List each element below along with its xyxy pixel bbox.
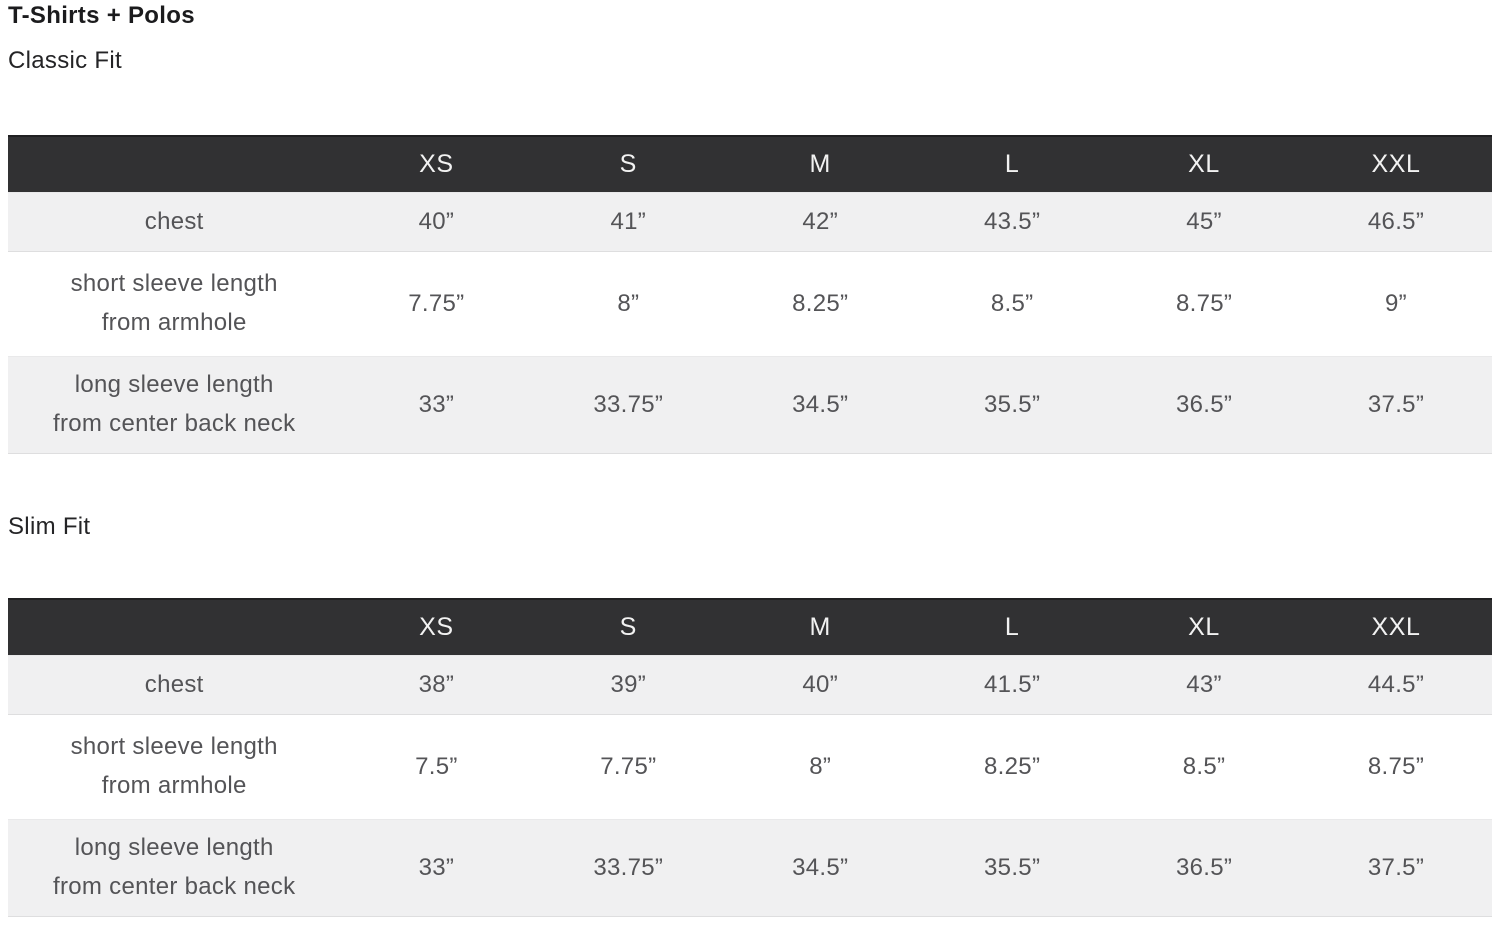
size-header-m: M — [724, 598, 917, 655]
table-row-chest: chest 38” 39” 40” 41.5” 43” 44.5” — [8, 655, 1492, 718]
size-chart-page: T-Shirts + Polos Classic Fit XS S M L XL… — [8, 2, 1492, 920]
size-header-xxl: XXL — [1300, 135, 1492, 192]
table-row-long-sleeve: long sleeve length from center back neck … — [8, 356, 1492, 457]
size-value-cell: 7.75” — [532, 718, 725, 819]
row-label-line: from center back neck — [53, 410, 296, 437]
row-label-line: from center back neck — [53, 873, 296, 900]
size-value-cell: 35.5” — [916, 819, 1109, 920]
row-label-line: chest — [144, 670, 204, 698]
size-value-cell: 33.75” — [532, 819, 725, 920]
size-value-cell: 33” — [340, 819, 533, 920]
size-value-cell: 8” — [724, 718, 917, 819]
size-header-l: L — [916, 135, 1109, 192]
size-value-cell: 40” — [340, 192, 533, 255]
size-header-s: S — [532, 598, 725, 655]
size-value-cell: 8.5” — [916, 255, 1109, 356]
size-value-cell: 8.25” — [916, 718, 1109, 819]
size-value-cell: 7.75” — [340, 255, 533, 356]
size-value-cell: 44.5” — [1300, 655, 1492, 718]
size-value-cell: 37.5” — [1300, 819, 1492, 920]
row-label-line: long sleeve length — [74, 371, 274, 399]
size-value-cell: 38” — [340, 655, 533, 718]
size-header-row: XS S M L XL XXL — [8, 135, 1492, 192]
table-row-short-sleeve: short sleeve length from armhole 7.5” 7.7… — [8, 718, 1492, 819]
row-label-line: long sleeve length — [74, 834, 274, 862]
size-value-cell: 39” — [532, 655, 725, 718]
row-label: chest — [8, 655, 341, 718]
row-label: short sleeve length from armhole — [8, 255, 341, 356]
size-value-cell: 42” — [724, 192, 917, 255]
row-label-line: chest — [144, 207, 204, 235]
size-value-cell: 8.5” — [1108, 718, 1301, 819]
size-value-cell: 7.5” — [340, 718, 533, 819]
size-value-cell: 46.5” — [1300, 192, 1492, 255]
section-heading-classic-fit: Classic Fit — [8, 47, 122, 74]
size-value-cell: 36.5” — [1108, 819, 1301, 920]
size-header-xl: XL — [1108, 135, 1301, 192]
classic-fit-size-table: XS S M L XL XXL chest 40” 41” 42” 43.5” … — [8, 135, 1492, 457]
size-header-row: XS S M L XL XXL — [8, 598, 1492, 655]
row-label-line: from armhole — [101, 772, 247, 799]
row-label: short sleeve length from armhole — [8, 718, 341, 819]
size-header-m: M — [724, 135, 917, 192]
size-header-l: L — [916, 598, 1109, 655]
size-value-cell: 35.5” — [916, 356, 1109, 457]
row-label-line: short sleeve length — [70, 733, 278, 761]
size-value-cell: 45” — [1108, 192, 1301, 255]
header-spacer — [8, 598, 341, 655]
size-header-xs: XS — [340, 135, 533, 192]
page-title: T-Shirts + Polos — [8, 2, 195, 29]
table-row-chest: chest 40” 41” 42” 43.5” 45” 46.5” — [8, 192, 1492, 255]
row-label: chest — [8, 192, 341, 255]
size-value-cell: 43” — [1108, 655, 1301, 718]
size-value-cell: 43.5” — [916, 192, 1109, 255]
size-value-cell: 41” — [532, 192, 725, 255]
table-row-long-sleeve: long sleeve length from center back neck … — [8, 819, 1492, 920]
size-header-xs: XS — [340, 598, 533, 655]
size-value-cell: 34.5” — [724, 356, 917, 457]
size-value-cell: 8.75” — [1300, 718, 1492, 819]
size-value-cell: 33” — [340, 356, 533, 457]
row-label: long sleeve length from center back neck — [8, 356, 341, 457]
size-header-s: S — [532, 135, 725, 192]
size-value-cell: 40” — [724, 655, 917, 718]
size-value-cell: 9” — [1300, 255, 1492, 356]
row-label-line: short sleeve length — [70, 270, 278, 298]
size-header-xxl: XXL — [1300, 598, 1492, 655]
size-value-cell: 34.5” — [724, 819, 917, 920]
size-value-cell: 8” — [532, 255, 725, 356]
row-label: long sleeve length from center back neck — [8, 819, 341, 920]
size-value-cell: 8.75” — [1108, 255, 1301, 356]
size-value-cell: 33.75” — [532, 356, 725, 457]
size-header-xl: XL — [1108, 598, 1301, 655]
section-heading-slim-fit: Slim Fit — [8, 513, 91, 540]
row-label-line: from armhole — [101, 309, 247, 336]
size-value-cell: 36.5” — [1108, 356, 1301, 457]
table-row-short-sleeve: short sleeve length from armhole 7.75” 8”… — [8, 255, 1492, 356]
size-value-cell: 41.5” — [916, 655, 1109, 718]
size-value-cell: 8.25” — [724, 255, 917, 356]
slim-fit-size-table: XS S M L XL XXL chest 38” 39” 40” 41.5” … — [8, 598, 1492, 920]
size-value-cell: 37.5” — [1300, 356, 1492, 457]
header-spacer — [8, 135, 341, 192]
